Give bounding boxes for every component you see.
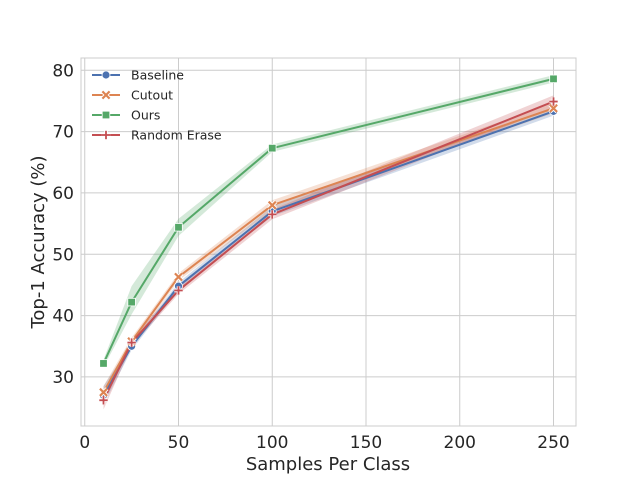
x-axis-label: Samples Per Class xyxy=(246,454,410,475)
y-tick-label: 50 xyxy=(52,245,74,265)
legend-item-ours: Ours xyxy=(92,108,160,123)
ours-point xyxy=(174,223,183,232)
x-tick-labels: 0 50 100 150 200 250 xyxy=(79,433,569,453)
y-tick-label: 70 xyxy=(52,123,74,143)
legend-marker xyxy=(100,89,112,101)
legend-item-baseline: Baseline xyxy=(92,68,184,83)
random-erase-point xyxy=(127,338,136,347)
series-markers xyxy=(98,74,559,405)
grid-lines xyxy=(81,58,576,426)
legend-label: Random Erase xyxy=(131,128,222,143)
ours-point xyxy=(268,143,277,153)
cutout-point xyxy=(267,200,278,211)
random-erase-point xyxy=(549,97,558,106)
y-tick-label: 30 xyxy=(52,368,74,388)
y-tick-label: 80 xyxy=(52,61,74,81)
cutout-point xyxy=(173,271,184,282)
y-axis-label: Top-1 Accuracy (%) xyxy=(28,155,49,329)
plot-frame xyxy=(80,57,577,427)
legend-marker xyxy=(101,110,111,120)
legend-label: Baseline xyxy=(131,68,184,83)
y-tick-labels: 30 40 50 60 70 80 xyxy=(52,61,74,388)
x-tick-label: 200 xyxy=(444,433,476,453)
cutout-point xyxy=(98,387,109,398)
legend-item-cutout: Cutout xyxy=(92,88,173,103)
legend-label: Ours xyxy=(131,108,160,123)
legend-item-random-erase: Random Erase xyxy=(92,128,222,143)
x-tick-label: 50 xyxy=(168,433,190,453)
random-erase-point xyxy=(99,396,108,405)
x-tick-label: 150 xyxy=(350,433,382,453)
ours-point xyxy=(99,359,108,368)
x-tick-label: 0 xyxy=(79,433,90,453)
x-tick-label: 250 xyxy=(537,433,569,453)
cutout-point xyxy=(548,103,559,114)
x-tick-label: 100 xyxy=(256,433,288,453)
ours-point xyxy=(127,297,136,307)
random-erase-point xyxy=(174,286,183,295)
legend-marker xyxy=(101,70,111,80)
plot-background xyxy=(81,58,576,426)
legend: Baseline Cutout Ours Random Erase xyxy=(92,68,222,143)
legend-marker xyxy=(101,130,111,140)
y-tick-label: 40 xyxy=(52,307,74,327)
legend-label: Cutout xyxy=(131,88,173,103)
random-erase-point xyxy=(268,210,277,219)
ours-point xyxy=(549,74,558,84)
y-tick-label: 60 xyxy=(52,184,74,204)
